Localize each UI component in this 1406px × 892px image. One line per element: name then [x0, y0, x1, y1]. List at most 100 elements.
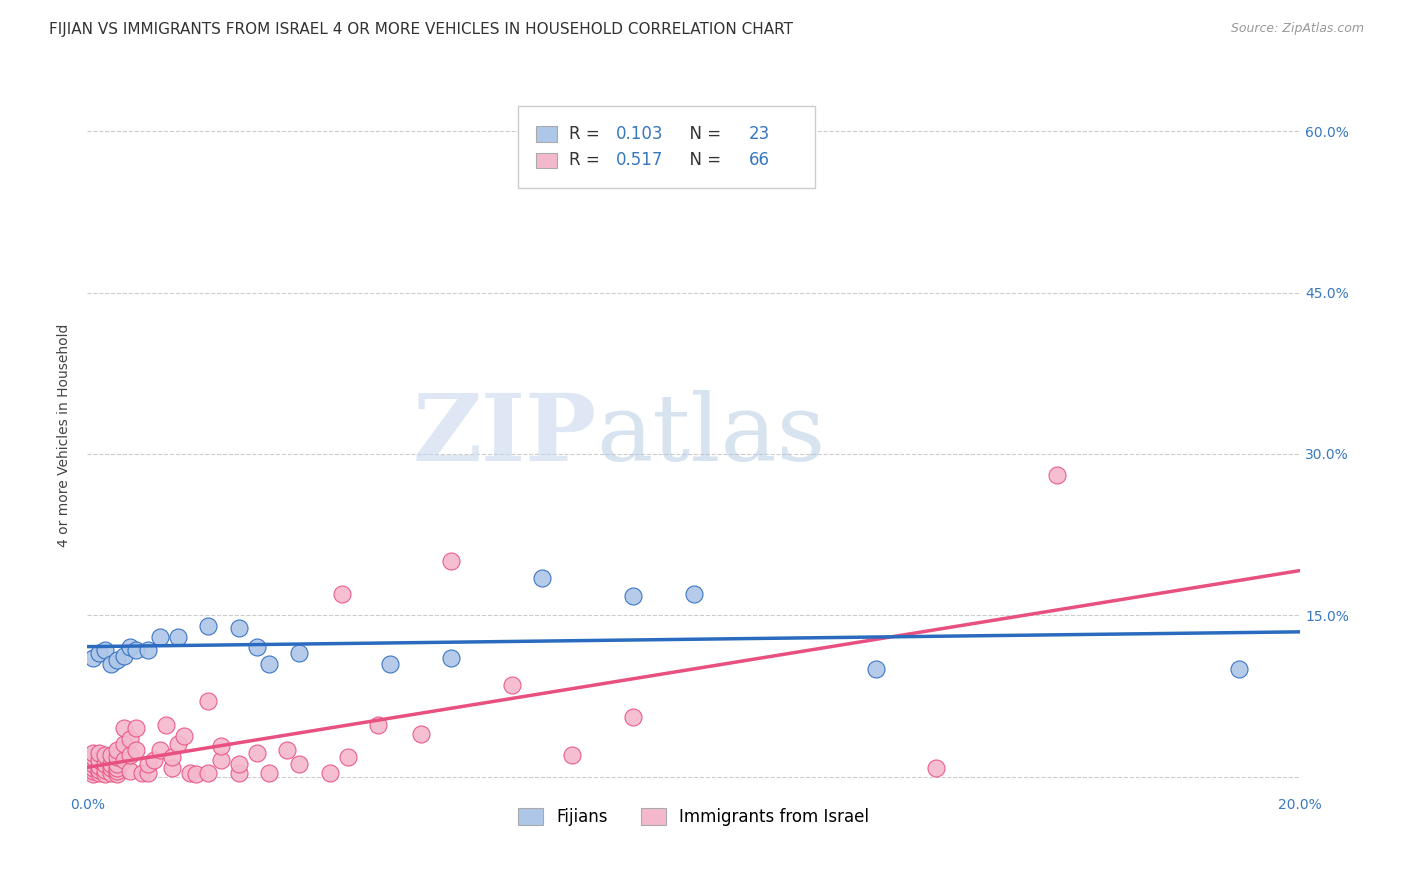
Point: [380, 657, 402, 671]
Point: [209, 739, 232, 754]
Point: [155, 718, 177, 732]
Point: [82, 761, 104, 775]
Point: [89, 766, 111, 780]
Point: [330, 587, 353, 601]
Point: [89, 763, 111, 777]
Point: [865, 662, 887, 676]
Point: [94, 756, 117, 771]
Point: [440, 554, 463, 568]
Point: [160, 750, 183, 764]
Point: [100, 766, 122, 780]
Point: [228, 756, 250, 771]
Point: [89, 753, 111, 767]
Text: ZIP: ZIP: [412, 390, 596, 480]
Text: 23: 23: [749, 125, 770, 143]
Point: [136, 766, 159, 780]
Point: [107, 764, 129, 779]
Point: [228, 621, 250, 635]
Point: [319, 766, 342, 780]
Point: [94, 642, 117, 657]
Point: [112, 737, 135, 751]
Point: [94, 747, 117, 762]
Point: [89, 758, 111, 772]
Text: 0.103: 0.103: [616, 125, 664, 143]
Point: [112, 648, 135, 663]
Y-axis label: 4 or more Vehicles in Household: 4 or more Vehicles in Household: [58, 324, 72, 547]
Point: [118, 731, 141, 746]
Point: [100, 756, 122, 771]
Point: [167, 630, 190, 644]
Point: [89, 646, 111, 660]
Point: [100, 761, 122, 775]
Point: [257, 657, 280, 671]
Point: [136, 756, 159, 771]
Point: [82, 764, 104, 779]
Point: [228, 766, 250, 780]
Point: [530, 570, 553, 584]
Point: [107, 750, 129, 764]
Point: [621, 710, 644, 724]
Point: [160, 761, 183, 775]
Point: [149, 742, 172, 756]
Point: [82, 746, 104, 760]
Legend: Fijians, Immigrants from Israel: Fijians, Immigrants from Israel: [509, 799, 877, 834]
Point: [925, 761, 948, 775]
Point: [82, 756, 104, 771]
Point: [288, 756, 311, 771]
Text: 66: 66: [749, 152, 770, 169]
Point: [136, 642, 159, 657]
Text: 0.517: 0.517: [616, 152, 662, 169]
Point: [112, 753, 135, 767]
Point: [179, 766, 201, 780]
Point: [94, 767, 117, 781]
Point: [173, 729, 195, 743]
Point: [124, 721, 146, 735]
Point: [149, 630, 172, 644]
Point: [1229, 662, 1251, 676]
Point: [118, 764, 141, 779]
Point: [82, 750, 104, 764]
Point: [197, 766, 219, 780]
Point: [107, 767, 129, 781]
Point: [107, 653, 129, 667]
Text: atlas: atlas: [596, 390, 825, 480]
FancyBboxPatch shape: [517, 106, 815, 188]
FancyBboxPatch shape: [536, 126, 557, 142]
Point: [621, 589, 644, 603]
Text: FIJIAN VS IMMIGRANTS FROM ISRAEL 4 OR MORE VEHICLES IN HOUSEHOLD CORRELATION CHA: FIJIAN VS IMMIGRANTS FROM ISRAEL 4 OR MO…: [49, 22, 793, 37]
Point: [131, 766, 153, 780]
Point: [501, 678, 523, 692]
Point: [257, 766, 280, 780]
FancyBboxPatch shape: [536, 153, 557, 169]
Point: [682, 587, 704, 601]
Point: [124, 642, 146, 657]
Point: [367, 718, 389, 732]
Point: [336, 750, 359, 764]
Point: [100, 657, 122, 671]
Point: [124, 742, 146, 756]
Point: [1046, 468, 1069, 483]
Point: [112, 721, 135, 735]
Text: Source: ZipAtlas.com: Source: ZipAtlas.com: [1230, 22, 1364, 36]
Point: [107, 761, 129, 775]
Text: N =: N =: [679, 152, 725, 169]
Point: [82, 767, 104, 781]
Point: [209, 753, 232, 767]
Point: [100, 747, 122, 762]
Point: [276, 742, 298, 756]
Point: [561, 747, 583, 762]
Point: [107, 742, 129, 756]
Point: [288, 646, 311, 660]
Text: R =: R =: [569, 125, 606, 143]
Point: [118, 747, 141, 762]
Point: [89, 746, 111, 760]
Point: [197, 694, 219, 708]
Point: [167, 737, 190, 751]
Point: [246, 746, 269, 760]
Point: [82, 651, 104, 665]
Point: [94, 763, 117, 777]
Point: [440, 651, 463, 665]
Point: [197, 619, 219, 633]
Point: [142, 753, 165, 767]
Point: [246, 640, 269, 655]
